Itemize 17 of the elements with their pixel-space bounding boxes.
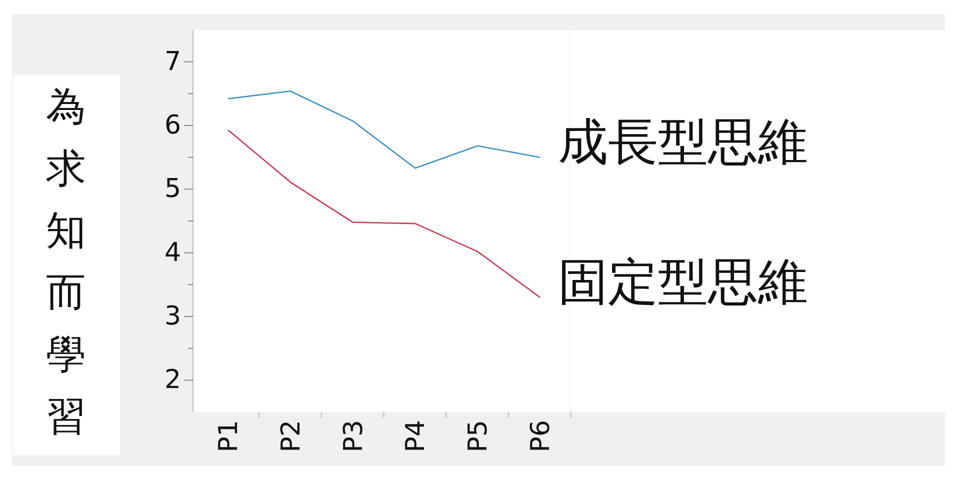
x-tick-label: P3	[338, 420, 369, 452]
line-series	[227, 129, 541, 298]
y-tick-label: 6	[164, 110, 181, 140]
x-tick-label: P2	[276, 420, 306, 452]
line-series	[227, 90, 541, 169]
y-tick-label: 7	[164, 46, 181, 77]
y-axis-title: 為求知而學習	[46, 84, 86, 440]
y-tick-label: 5	[164, 174, 181, 204]
x-tick-label: P5	[464, 420, 494, 452]
series-label: 成長型思維	[558, 113, 808, 172]
x-tick-label: P4	[401, 420, 432, 452]
y-tick-label: 2	[164, 365, 181, 396]
series-label: 固定型思維	[558, 253, 808, 312]
y-tick-label: 3	[164, 302, 181, 332]
x-tick-label: P6	[526, 420, 556, 452]
x-tick-label: P1	[214, 420, 244, 452]
y-tick-label: 4	[164, 238, 181, 268]
